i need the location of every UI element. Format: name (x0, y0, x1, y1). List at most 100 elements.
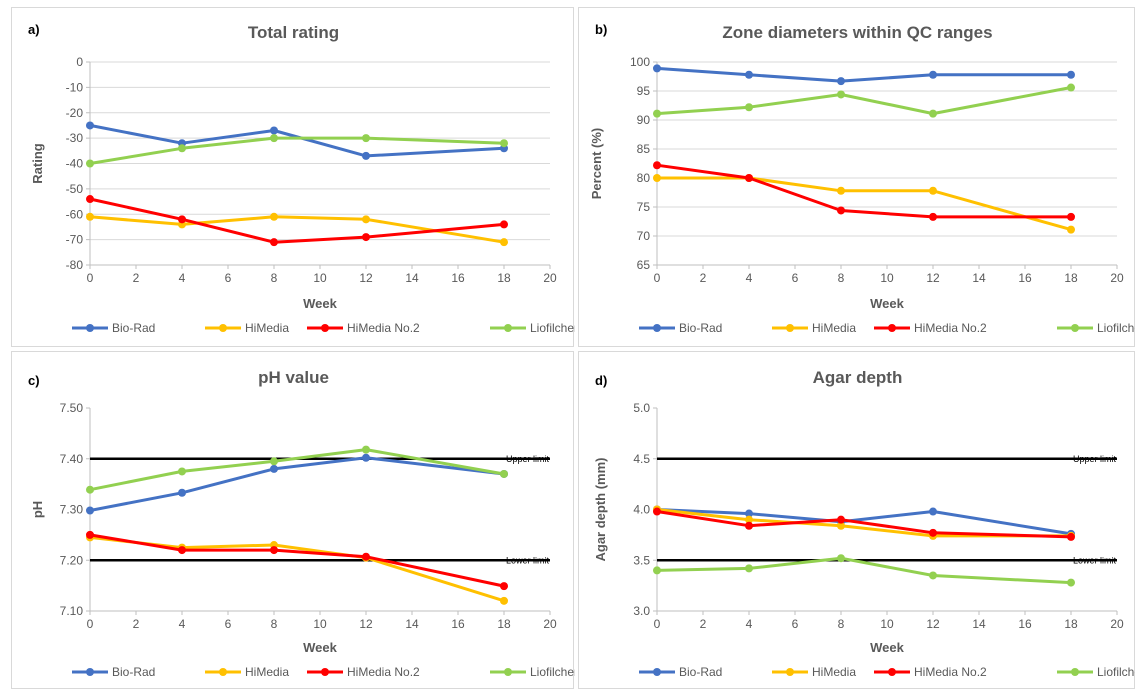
data-point-bio-rad (178, 488, 186, 497)
chart-panel-zone-diameters: b) Zone diameters within QC ranges 100 95 90… (578, 7, 1135, 347)
data-point-himedia (86, 212, 94, 221)
chart-title: pH value (258, 368, 329, 387)
x-tick-label: 18 (497, 271, 511, 285)
y-tick-label: 65 (637, 258, 651, 272)
data-point-bio-rad (86, 121, 94, 130)
data-point-himedia (270, 212, 278, 221)
data-point-himedia-no-2 (362, 233, 370, 242)
chart-svg: b) Zone diameters within QC ranges1009590… (589, 22, 1135, 335)
data-point-bio-rad (929, 507, 937, 516)
x-tick-label: 12 (926, 617, 940, 631)
data-point-himedia (500, 596, 508, 605)
data-point-himedia-no-2 (86, 195, 94, 204)
x-tick-label: 20 (543, 617, 557, 631)
y-tick-label: 4.5 (633, 452, 650, 466)
legend-swatch-marker (219, 668, 227, 676)
data-point-himedia (362, 215, 370, 224)
x-tick-label: 10 (880, 271, 894, 285)
data-point-bio-rad (837, 77, 845, 86)
chart-panel-total-rating: a) Total rating 0 -10 -20 -30 -40 -50 -60 -70 -80 0… (11, 7, 575, 347)
data-point-liofilchem (86, 485, 94, 494)
legend-label-liofilchem: Liofilchem (1097, 321, 1135, 335)
y-axis-title: Agar depth (mm) (593, 458, 608, 562)
x-tick-label: 8 (838, 617, 845, 631)
x-tick-label: 4 (746, 617, 753, 631)
y-axis-title: pH (30, 501, 45, 518)
series-line-himedia (655, 176, 1073, 232)
y-tick-label: 3.5 (633, 553, 650, 567)
x-tick-label: 2 (133, 271, 140, 285)
data-point-himedia (929, 186, 937, 195)
y-axis-title: Percent (%) (589, 128, 604, 200)
data-point-himedia (1067, 225, 1075, 234)
x-tick-label: 4 (179, 617, 186, 631)
legend-swatch-marker (321, 324, 329, 332)
series-line-liofilchem (655, 556, 1073, 585)
x-tick-label: 16 (1018, 617, 1032, 631)
data-point-himedia (837, 521, 845, 530)
y-tick-label: 7.50 (60, 401, 84, 415)
x-tick-label: 0 (87, 271, 94, 285)
y-tick-label: 7.10 (60, 604, 84, 618)
data-point-himedia-no-2 (500, 582, 508, 591)
data-point-liofilchem (178, 144, 186, 153)
data-point-himedia (745, 515, 753, 524)
legend-label-himedia: HiMedia (812, 665, 856, 679)
data-point-liofilchem (653, 109, 661, 118)
legend-swatch-marker (321, 668, 329, 676)
data-point-bio-rad (362, 151, 370, 160)
data-point-bio-rad (86, 506, 94, 515)
series-line-bio-rad (88, 456, 506, 512)
y-tick-label: 7.20 (60, 553, 84, 567)
data-point-himedia (500, 238, 508, 247)
data-point-liofilchem (653, 566, 661, 575)
x-tick-label: 18 (1064, 271, 1078, 285)
data-point-himedia-no-2 (500, 220, 508, 229)
legend-swatch-marker (1071, 324, 1079, 332)
legend-label-himedia: HiMedia (812, 321, 856, 335)
legend-label-bio-rad: Bio-Rad (112, 321, 155, 335)
data-point-himedia (653, 174, 661, 182)
legend-swatch-marker (504, 668, 512, 676)
x-tick-label: 14 (972, 271, 986, 285)
x-tick-label: 18 (1064, 617, 1078, 631)
data-point-himedia-no-2 (653, 161, 661, 170)
data-point-liofilchem (178, 467, 186, 476)
legend-swatch-marker (1071, 668, 1079, 676)
legend-swatch-marker (219, 324, 227, 332)
legend-swatch-marker (888, 668, 896, 676)
data-point-liofilchem (500, 469, 508, 478)
data-point-liofilchem (837, 554, 845, 563)
x-tick-label: 20 (543, 271, 557, 285)
legend-swatch-marker (86, 324, 94, 332)
y-tick-label: -80 (66, 258, 84, 272)
y-tick-label: 85 (637, 142, 651, 156)
data-point-liofilchem (929, 571, 937, 580)
legend-label-liofilchem: Liofilchem (1097, 665, 1135, 679)
legend-label-himedia-no-2: HiMedia No.2 (914, 321, 987, 335)
legend-label-himedia: HiMedia (245, 665, 289, 679)
y-tick-label: 7.30 (60, 503, 84, 517)
legend-label-liofilchem: Liofilchem (530, 321, 575, 335)
legend-label-himedia-no-2: HiMedia No.2 (914, 665, 987, 679)
data-point-liofilchem (745, 564, 753, 573)
reference-label-upper-limit: Upper limit (1073, 454, 1117, 464)
x-tick-label: 10 (313, 617, 327, 631)
data-point-himedia-no-2 (270, 238, 278, 247)
y-tick-label: 4.0 (633, 503, 650, 517)
data-point-liofilchem (929, 109, 937, 118)
data-point-bio-rad (1067, 70, 1075, 79)
data-point-liofilchem (745, 103, 753, 112)
panel-label: b) (595, 22, 607, 37)
data-point-liofilchem (362, 134, 370, 143)
data-point-himedia-no-2 (837, 515, 845, 524)
data-point-liofilchem (362, 445, 370, 454)
data-point-himedia-no-2 (178, 546, 186, 555)
x-tick-label: 2 (133, 617, 140, 631)
y-tick-label: 70 (637, 229, 651, 243)
chart-panel-ph-value: c) pH value 7.50 7.40 7.30 7.20 7.10 0 2 4 6 8 10 12 1… (11, 351, 575, 689)
data-point-himedia-no-2 (745, 521, 753, 530)
reference-label-lower-limit: Lower limit (506, 555, 550, 565)
data-point-liofilchem (1067, 83, 1075, 92)
data-point-himedia-no-2 (1067, 532, 1075, 541)
